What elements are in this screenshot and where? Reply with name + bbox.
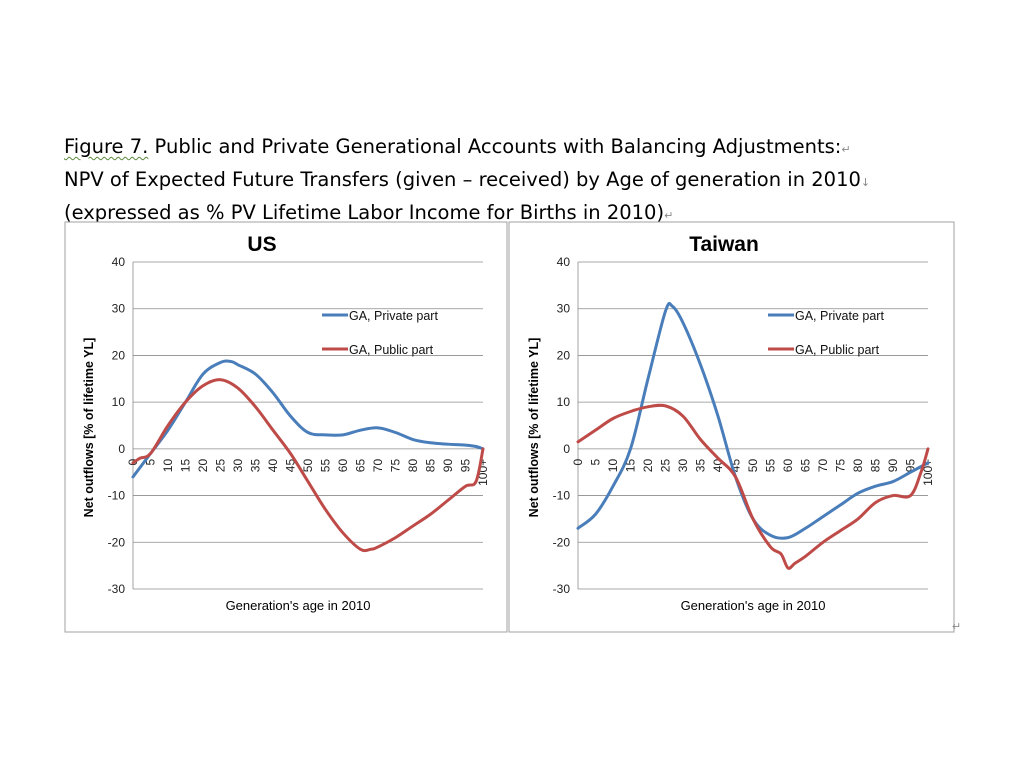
x-tick-label: 65 bbox=[799, 459, 813, 473]
y-tick-label: 30 bbox=[557, 302, 571, 316]
x-tick-label: 30 bbox=[231, 459, 245, 473]
y-axis-label: Net outflows [% of lifetime YL] bbox=[82, 338, 96, 518]
figure-title-line-2-text: NPV of Expected Future Transfers (given … bbox=[64, 168, 861, 191]
x-axis-label: Generation's age in 2010 bbox=[226, 598, 371, 613]
x-tick-label: 30 bbox=[676, 459, 690, 473]
x-tick-label: 35 bbox=[694, 459, 708, 473]
x-tick-label: 65 bbox=[354, 459, 368, 473]
paragraph-mark: ↵ bbox=[841, 143, 851, 156]
chart-frame bbox=[508, 221, 955, 633]
y-tick-label: -20 bbox=[108, 535, 126, 549]
x-tick-label: 40 bbox=[711, 459, 725, 473]
x-tick-label: 25 bbox=[214, 459, 228, 473]
line-break-mark: ↓ bbox=[860, 176, 871, 189]
x-tick-label: 35 bbox=[249, 459, 263, 473]
y-tick-label: 0 bbox=[563, 442, 570, 456]
x-tick-label: 70 bbox=[371, 459, 385, 473]
x-tick-label: 85 bbox=[869, 459, 883, 473]
legend-label: GA, Public part bbox=[349, 343, 434, 357]
y-tick-label: -20 bbox=[553, 535, 571, 549]
chart-title: Taiwan bbox=[689, 233, 759, 256]
y-tick-label: 0 bbox=[118, 442, 125, 456]
y-tick-label: 40 bbox=[112, 255, 126, 269]
paragraph-mark: ↵ bbox=[952, 621, 962, 633]
figure-title-line-2: NPV of Expected Future Transfers (given … bbox=[64, 165, 964, 198]
y-tick-label: 40 bbox=[557, 255, 571, 269]
y-tick-label: -10 bbox=[553, 489, 571, 503]
x-tick-label: 90 bbox=[441, 459, 455, 473]
y-tick-label: 20 bbox=[112, 348, 126, 362]
x-tick-label: 50 bbox=[301, 459, 315, 473]
x-tick-label: 20 bbox=[196, 459, 210, 473]
x-tick-label: 75 bbox=[389, 459, 403, 473]
x-tick-label: 50 bbox=[746, 459, 760, 473]
chart-frame bbox=[64, 221, 508, 633]
x-tick-label: 15 bbox=[179, 459, 193, 473]
figure-title-line-1: Figure 7. Public and Private Generationa… bbox=[64, 132, 964, 165]
series-line-public bbox=[576, 403, 930, 570]
series-line-public bbox=[131, 378, 485, 553]
paragraph-mark: ↵ bbox=[664, 209, 674, 222]
x-tick-label: 80 bbox=[406, 459, 420, 473]
y-tick-label: -10 bbox=[108, 489, 126, 503]
y-tick-label: -30 bbox=[108, 582, 126, 596]
x-tick-label: 10 bbox=[606, 459, 620, 473]
x-tick-label: 45 bbox=[284, 459, 298, 473]
x-tick-label: 90 bbox=[886, 459, 900, 473]
x-tick-label: 55 bbox=[319, 459, 333, 473]
x-tick-label: 10 bbox=[161, 459, 175, 473]
x-tick-label: 40 bbox=[266, 459, 280, 473]
figure-title-line-3: (expressed as % PV Lifetime Labor Income… bbox=[64, 198, 964, 231]
y-tick-label: 10 bbox=[557, 395, 571, 409]
legend-label: GA, Private part bbox=[349, 309, 438, 323]
x-tick-label: 70 bbox=[816, 459, 830, 473]
chart-title: US bbox=[247, 233, 276, 256]
x-tick-label: 85 bbox=[424, 459, 438, 473]
x-tick-label: 20 bbox=[641, 459, 655, 473]
x-tick-label: 60 bbox=[336, 459, 350, 473]
x-tick-label: 80 bbox=[851, 459, 865, 473]
x-tick-label: 5 bbox=[589, 459, 603, 466]
x-tick-label: 95 bbox=[459, 459, 473, 473]
legend-label: GA, Private part bbox=[795, 309, 884, 323]
y-tick-label: 10 bbox=[112, 395, 126, 409]
x-tick-label: 60 bbox=[781, 459, 795, 473]
y-tick-label: 20 bbox=[557, 348, 571, 362]
y-axis-label: Net outflows [% of lifetime YL] bbox=[527, 338, 541, 518]
x-tick-label: 25 bbox=[659, 459, 673, 473]
y-tick-label: -30 bbox=[553, 582, 571, 596]
x-tick-label: 75 bbox=[834, 459, 848, 473]
figure-title-line-3-text: (expressed as % PV Lifetime Labor Income… bbox=[64, 201, 665, 224]
x-axis-label: Generation's age in 2010 bbox=[681, 598, 826, 613]
figure-label: Figure 7. bbox=[64, 135, 149, 158]
x-tick-label: 55 bbox=[764, 459, 778, 473]
series-line-private bbox=[131, 359, 485, 479]
legend-label: GA, Public part bbox=[795, 343, 880, 357]
figure-title: Figure 7. Public and Private Generationa… bbox=[64, 132, 964, 231]
x-tick-label: 5 bbox=[144, 459, 158, 466]
y-tick-label: 30 bbox=[112, 302, 126, 316]
figure-title-line-1-text: Public and Private Generational Accounts… bbox=[148, 135, 842, 158]
x-tick-label: 0 bbox=[571, 459, 585, 466]
